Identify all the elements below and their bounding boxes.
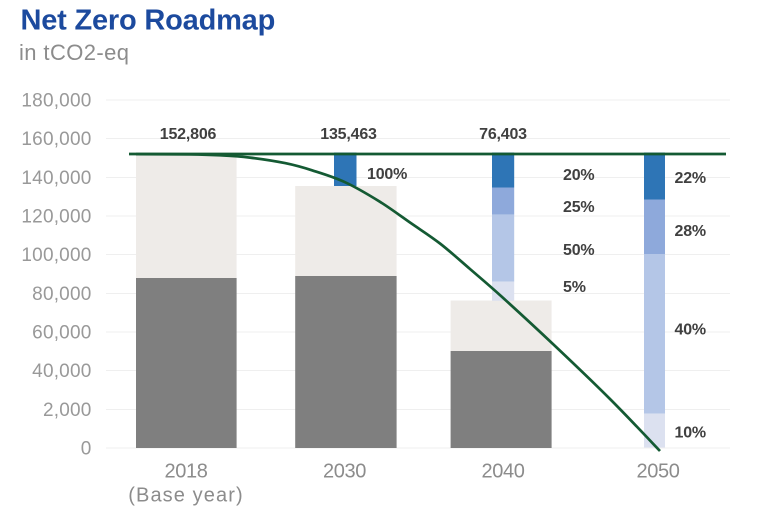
svg-text:60,000: 60,000 — [32, 323, 91, 344]
svg-text:180,000: 180,000 — [21, 91, 91, 112]
svg-text:120,000: 120,000 — [21, 207, 91, 228]
svg-text:(Base year): (Base year) — [128, 485, 243, 507]
svg-text:25%: 25% — [563, 199, 594, 216]
svg-text:in tCO2-eq: in tCO2-eq — [19, 40, 129, 65]
svg-text:40,000: 40,000 — [32, 361, 91, 382]
svg-text:135,463: 135,463 — [320, 126, 377, 143]
svg-text:2050: 2050 — [637, 461, 680, 483]
svg-text:2030: 2030 — [323, 461, 366, 483]
svg-text:2018: 2018 — [165, 461, 208, 483]
svg-text:10%: 10% — [675, 425, 706, 442]
svg-text:28%: 28% — [675, 223, 706, 240]
svg-text:22%: 22% — [675, 170, 706, 187]
svg-text:50%: 50% — [563, 242, 594, 259]
svg-text:5%: 5% — [563, 279, 586, 296]
svg-text:140,000: 140,000 — [21, 168, 91, 189]
svg-text:20%: 20% — [563, 167, 594, 184]
svg-text:2,000: 2,000 — [43, 400, 92, 421]
svg-text:160,000: 160,000 — [21, 129, 91, 150]
svg-text:40%: 40% — [675, 322, 706, 339]
svg-text:100%: 100% — [367, 166, 407, 183]
svg-text:0: 0 — [81, 439, 92, 460]
svg-text:2040: 2040 — [482, 461, 525, 483]
svg-text:152,806: 152,806 — [160, 126, 217, 143]
svg-text:80,000: 80,000 — [32, 284, 91, 305]
svg-text:Net Zero Roadmap: Net Zero Roadmap — [21, 5, 276, 37]
svg-text:76,403: 76,403 — [479, 126, 527, 143]
svg-text:100,000: 100,000 — [21, 245, 91, 266]
